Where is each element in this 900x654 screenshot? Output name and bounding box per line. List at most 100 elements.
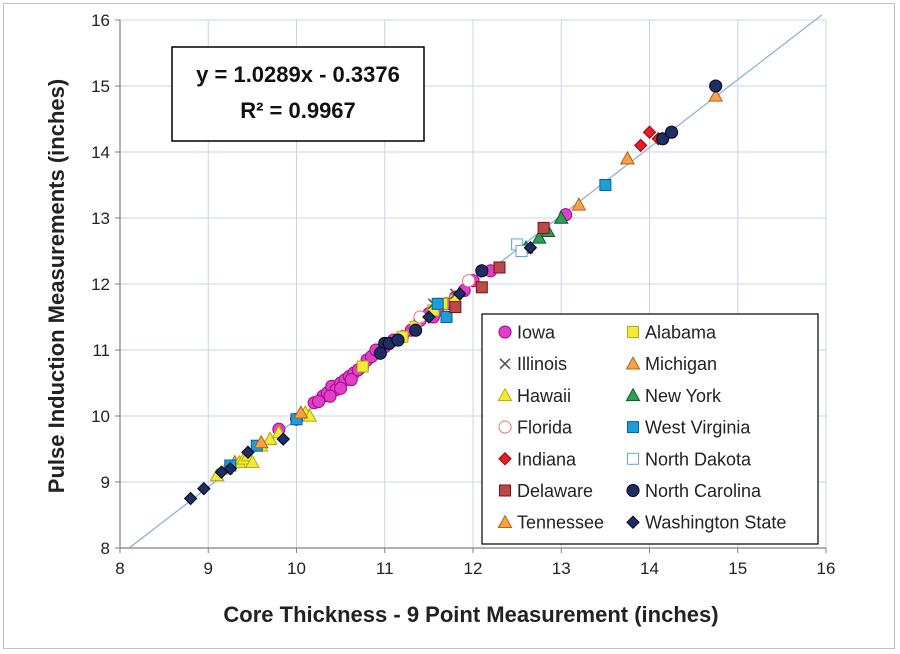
data-points xyxy=(183,79,724,506)
legend-marker xyxy=(499,358,511,370)
data-point xyxy=(323,389,337,403)
series-tennessee xyxy=(253,150,635,449)
legend-marker xyxy=(499,484,511,497)
legend-label: North Carolina xyxy=(645,481,762,501)
data-point xyxy=(475,264,489,278)
legend-label: Iowa xyxy=(517,323,556,343)
legend-label: Tennessee xyxy=(517,513,604,533)
data-point xyxy=(537,221,550,234)
legend-marker xyxy=(625,387,641,402)
data-point xyxy=(665,125,679,139)
data-point xyxy=(276,432,291,446)
r-squared-text: R² = 0.9967 xyxy=(240,98,356,123)
x-axis-title: Core Thickness - 9 Point Measurement (in… xyxy=(223,602,718,627)
y-tick-label: 11 xyxy=(92,341,110,360)
data-point xyxy=(262,431,278,445)
legend-label: Washington State xyxy=(645,513,786,533)
data-point xyxy=(619,150,635,165)
x-tick-label: 11 xyxy=(376,559,394,578)
x-tick-label: 8 xyxy=(115,559,124,578)
data-point xyxy=(409,323,423,337)
data-point xyxy=(571,197,587,211)
legend-label: New York xyxy=(645,386,722,406)
y-axis-title: Pulse Induction Measurements (inches) xyxy=(44,79,69,493)
x-tick-label: 14 xyxy=(640,559,659,578)
data-point xyxy=(656,132,670,146)
x-tick-label: 12 xyxy=(464,559,483,578)
legend-label: Illinois xyxy=(517,354,567,374)
data-point xyxy=(253,434,269,449)
y-tick-label: 16 xyxy=(91,11,110,30)
legend: Iowa Alabama Illinois Michigan Hawaii New Yor… xyxy=(481,313,819,545)
x-tick-label: 10 xyxy=(287,559,306,578)
y-tick-label: 9 xyxy=(101,473,110,492)
y-axis-ticks: 8 9 10 11 12 13 14 15 16 xyxy=(91,11,120,558)
x-tick-label: 15 xyxy=(728,559,747,578)
y-tick-label: 12 xyxy=(91,275,110,294)
legend-marker xyxy=(626,483,640,498)
data-point xyxy=(422,310,436,324)
data-point xyxy=(391,333,405,347)
data-point xyxy=(523,240,538,255)
data-point xyxy=(708,88,724,102)
data-point xyxy=(312,394,326,409)
data-point xyxy=(183,491,198,506)
x-tick-label: 16 xyxy=(817,559,836,578)
legend-label: North Dakota xyxy=(645,449,752,469)
y-tick-label: 14 xyxy=(91,143,110,162)
equation-box: y = 1.0289x - 0.3376 R² = 0.9967 xyxy=(171,46,425,142)
series-delaware xyxy=(449,221,550,314)
y-tick-label: 13 xyxy=(91,209,110,228)
legend-marker xyxy=(497,387,513,402)
legend-label: Michigan xyxy=(645,354,717,374)
legend-label: Hawaii xyxy=(517,386,571,406)
data-point xyxy=(462,274,476,288)
data-point xyxy=(293,405,309,419)
data-point xyxy=(449,301,462,314)
data-point xyxy=(223,462,238,476)
data-point xyxy=(709,79,723,93)
data-point xyxy=(431,297,444,310)
series-washington-state xyxy=(183,240,538,506)
equation-text: y = 1.0289x - 0.3376 xyxy=(196,62,400,87)
legend-label: Florida xyxy=(517,418,573,438)
data-point xyxy=(553,210,569,224)
legend-marker xyxy=(626,515,640,529)
data-point xyxy=(244,454,260,468)
data-point xyxy=(440,311,453,323)
data-point xyxy=(475,281,488,294)
data-point xyxy=(453,287,467,301)
y-tick-label: 10 xyxy=(91,407,110,426)
series-north-carolina xyxy=(373,79,723,360)
x-tick-label: 13 xyxy=(552,559,571,578)
legend-label: Alabama xyxy=(645,323,717,343)
data-point xyxy=(493,261,506,274)
x-tick-label: 9 xyxy=(204,559,213,578)
legend-marker xyxy=(627,452,639,465)
legend-marker xyxy=(498,325,512,339)
data-point xyxy=(531,230,547,244)
legend-marker xyxy=(625,356,641,370)
legend-marker xyxy=(498,420,512,434)
legend-label: Delaware xyxy=(517,481,593,501)
data-point xyxy=(241,445,255,460)
legend-marker xyxy=(627,421,639,434)
data-point xyxy=(599,179,612,191)
legend-marker xyxy=(497,514,513,528)
data-point xyxy=(197,481,211,496)
legend-marker xyxy=(627,326,639,338)
data-point xyxy=(373,346,387,360)
y-tick-label: 15 xyxy=(91,77,110,96)
data-point xyxy=(633,138,648,153)
data-point xyxy=(334,381,348,395)
data-point xyxy=(356,360,369,373)
x-axis-ticks: 8 9 10 11 12 13 14 15 16 xyxy=(115,548,835,578)
legend-label: Indiana xyxy=(517,449,577,469)
data-point xyxy=(642,125,657,139)
series-florida xyxy=(413,274,476,324)
data-point xyxy=(344,373,358,387)
legend-marker xyxy=(498,452,512,466)
legend-label: West Virginia xyxy=(645,418,751,438)
y-tick-label: 8 xyxy=(101,539,110,558)
